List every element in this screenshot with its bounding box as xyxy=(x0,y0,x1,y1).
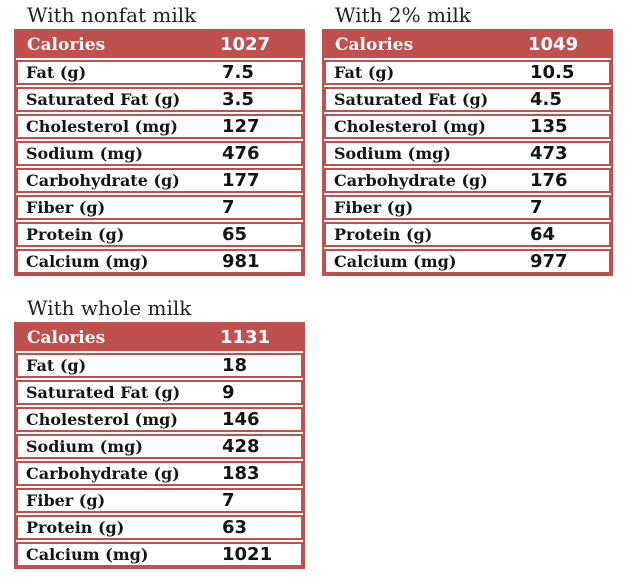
row-label: Calcium (mg) xyxy=(334,252,457,271)
row-label: Carbohydrate (g) xyxy=(334,171,488,190)
row-value: 977 xyxy=(530,250,568,272)
table-row: Sodium (mg) 476 xyxy=(16,141,303,166)
row-label: Cholesterol (mg) xyxy=(26,117,178,136)
table-row: Protein (g) 65 xyxy=(16,222,303,247)
row-value: 7 xyxy=(222,196,235,218)
row-label: Fat (g) xyxy=(26,356,87,375)
nutrition-table: Calories 1027 Fat (g) 7.5 Saturated Fat … xyxy=(14,29,305,276)
row-value: 7 xyxy=(222,489,235,511)
row-label: Protein (g) xyxy=(334,225,433,244)
row-value: 3.5 xyxy=(222,88,254,110)
table-header-row: Calories 1027 xyxy=(16,31,303,58)
row-value: 127 xyxy=(222,115,260,137)
nutrition-table-2percent-milk: With 2% milk Calories 1049 Fat (g) 10.5 … xyxy=(322,3,613,276)
nutrition-table-nonfat-milk: With nonfat milk Calories 1027 Fat (g) 7… xyxy=(14,3,305,276)
table-row: Calcium (mg) 981 xyxy=(16,249,303,274)
row-label: Calcium (mg) xyxy=(26,252,149,271)
row-label: Sodium (mg) xyxy=(26,437,143,456)
row-value: 1021 xyxy=(222,543,273,565)
row-label: Saturated Fat (g) xyxy=(26,90,181,109)
row-value: 9 xyxy=(222,381,235,403)
row-label: Protein (g) xyxy=(26,518,125,537)
row-label: Protein (g) xyxy=(26,225,125,244)
table-row: Saturated Fat (g) 4.5 xyxy=(324,87,611,112)
table-row: Calcium (mg) 977 xyxy=(324,249,611,274)
row-value: 428 xyxy=(222,435,260,457)
table-row: Sodium (mg) 473 xyxy=(324,141,611,166)
row-label: Fiber (g) xyxy=(26,491,106,510)
table-row: Fiber (g) 7 xyxy=(16,488,303,513)
row-value: 183 xyxy=(222,462,260,484)
row-value: 64 xyxy=(530,223,556,245)
row-value: 7 xyxy=(530,196,543,218)
row-value: 63 xyxy=(222,516,248,538)
nutrition-table: Calories 1131 Fat (g) 18 Saturated Fat (… xyxy=(14,322,305,569)
row-label: Calcium (mg) xyxy=(26,545,149,564)
header-value: 1027 xyxy=(220,33,271,55)
table-row: Cholesterol (mg) 135 xyxy=(324,114,611,139)
table-row: Saturated Fat (g) 9 xyxy=(16,380,303,405)
row-value: 7.5 xyxy=(222,61,254,83)
nutrition-table-whole-milk: With whole milk Calories 1131 Fat (g) 18… xyxy=(14,296,305,569)
table-row: Saturated Fat (g) 3.5 xyxy=(16,87,303,112)
row-label: Fiber (g) xyxy=(334,198,414,217)
row-value: 176 xyxy=(530,169,568,191)
row-value: 981 xyxy=(222,250,260,272)
table-title: With nonfat milk xyxy=(27,3,197,27)
row-value: 177 xyxy=(222,169,260,191)
table-row: Fat (g) 7.5 xyxy=(16,60,303,85)
table-row: Carbohydrate (g) 176 xyxy=(324,168,611,193)
header-label: Calories xyxy=(335,34,414,55)
table-row: Cholesterol (mg) 127 xyxy=(16,114,303,139)
table-row: Protein (g) 64 xyxy=(324,222,611,247)
table-row: Fat (g) 18 xyxy=(16,353,303,378)
row-label: Carbohydrate (g) xyxy=(26,171,180,190)
row-label: Cholesterol (mg) xyxy=(26,410,178,429)
header-label: Calories xyxy=(27,327,106,348)
header-value: 1049 xyxy=(528,33,579,55)
header-value: 1131 xyxy=(220,326,271,348)
table-row: Fiber (g) 7 xyxy=(324,195,611,220)
table-row: Sodium (mg) 428 xyxy=(16,434,303,459)
row-value: 135 xyxy=(530,115,568,137)
row-label: Sodium (mg) xyxy=(26,144,143,163)
table-row: Fiber (g) 7 xyxy=(16,195,303,220)
table-row: Carbohydrate (g) 177 xyxy=(16,168,303,193)
row-label: Carbohydrate (g) xyxy=(26,464,180,483)
row-value: 4.5 xyxy=(530,88,562,110)
row-value: 65 xyxy=(222,223,248,245)
row-value: 146 xyxy=(222,408,260,430)
row-value: 473 xyxy=(530,142,568,164)
table-row: Cholesterol (mg) 146 xyxy=(16,407,303,432)
row-label: Cholesterol (mg) xyxy=(334,117,486,136)
row-label: Sodium (mg) xyxy=(334,144,451,163)
row-label: Saturated Fat (g) xyxy=(334,90,489,109)
row-label: Fat (g) xyxy=(26,63,87,82)
table-header-row: Calories 1131 xyxy=(16,324,303,351)
table-row: Carbohydrate (g) 183 xyxy=(16,461,303,486)
header-label: Calories xyxy=(27,34,106,55)
row-value: 18 xyxy=(222,354,248,376)
row-value: 10.5 xyxy=(530,61,575,83)
table-row: Calcium (mg) 1021 xyxy=(16,542,303,567)
table-header-row: Calories 1049 xyxy=(324,31,611,58)
row-label: Saturated Fat (g) xyxy=(26,383,181,402)
row-label: Fiber (g) xyxy=(26,198,106,217)
row-value: 476 xyxy=(222,142,260,164)
row-label: Fat (g) xyxy=(334,63,395,82)
table-title: With 2% milk xyxy=(335,3,471,27)
table-title: With whole milk xyxy=(27,296,192,320)
table-row: Fat (g) 10.5 xyxy=(324,60,611,85)
nutrition-table: Calories 1049 Fat (g) 10.5 Saturated Fat… xyxy=(322,29,613,276)
table-row: Protein (g) 63 xyxy=(16,515,303,540)
